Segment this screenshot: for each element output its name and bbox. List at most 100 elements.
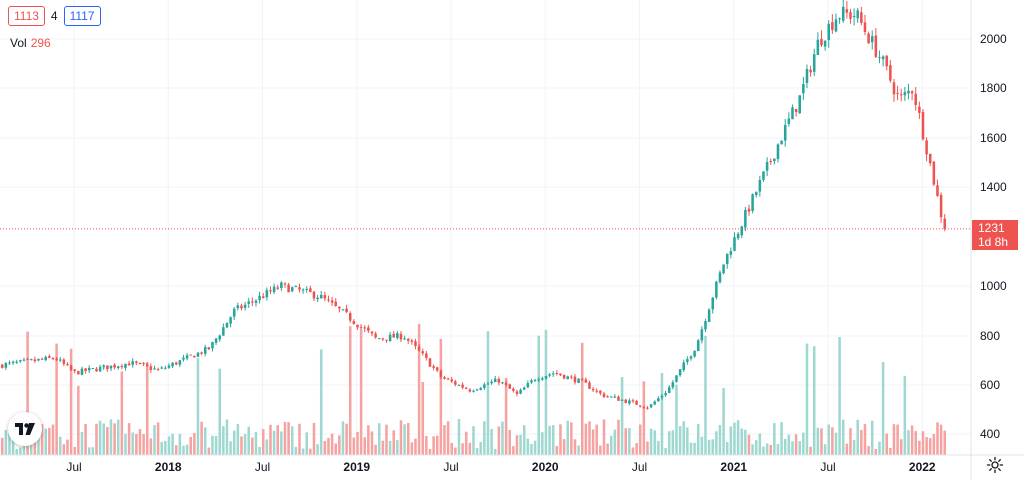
close-price-badge[interactable]: 1117	[63, 6, 101, 26]
volume-bar	[145, 362, 149, 455]
volume-bar	[936, 422, 939, 455]
candle-body	[715, 281, 718, 298]
candle-body	[200, 352, 203, 354]
time-tick-label: Jul	[443, 460, 458, 474]
candle-body	[225, 322, 229, 328]
candle-body	[878, 57, 881, 59]
candle-body	[359, 326, 363, 328]
candle-body	[417, 346, 421, 351]
candle-body	[410, 340, 414, 342]
candle-body	[649, 404, 653, 408]
candle-body	[613, 396, 617, 398]
candle-body	[91, 367, 95, 369]
candle-body	[802, 84, 805, 94]
candle-body	[667, 387, 671, 393]
candle-body	[544, 376, 548, 379]
candle-body	[377, 338, 381, 340]
candle-body	[240, 305, 243, 309]
candle-body	[805, 69, 809, 83]
volume-bar	[171, 433, 174, 455]
volume-bar	[461, 443, 464, 455]
volume-bar	[301, 448, 305, 455]
volume-bar	[352, 437, 356, 455]
candle-body	[780, 140, 783, 145]
volume-bar	[0, 437, 4, 455]
candle-body	[464, 387, 468, 389]
candle-body	[852, 15, 856, 17]
volume-bar	[765, 443, 769, 455]
volume-bar	[501, 421, 504, 455]
candle-body	[638, 405, 642, 407]
candle-body	[276, 287, 279, 289]
volume-bar	[794, 434, 798, 455]
volume-bar	[783, 438, 787, 455]
candle-body	[44, 356, 47, 361]
volume-bar	[446, 421, 450, 455]
candle-body	[606, 396, 609, 398]
volume-bar	[537, 335, 540, 455]
candle-body	[167, 365, 171, 368]
candle-layer	[0, 0, 946, 410]
volume-bar	[406, 423, 410, 455]
candle-body	[747, 208, 751, 212]
candle-body	[932, 161, 936, 185]
tradingview-logo-icon[interactable]	[8, 412, 42, 446]
volume-bar	[899, 439, 903, 455]
time-axis-labels[interactable]: Jul 2018 Jul 2019 Jul 2020 Jul 2021 Jul 2022	[66, 460, 936, 474]
candle-body	[533, 379, 537, 381]
candle-body	[388, 334, 392, 341]
time-tick-label: 2018	[155, 460, 182, 474]
volume-bar	[831, 427, 834, 455]
candle-body	[758, 180, 762, 192]
candle-body	[352, 320, 356, 324]
candle-body	[457, 384, 461, 386]
candle-body	[881, 56, 885, 60]
volume-bar	[421, 381, 424, 455]
price-tick-label: 1400	[980, 180, 1007, 194]
gear-icon[interactable]	[986, 456, 1004, 474]
candle-body	[149, 366, 153, 370]
candle-body	[178, 360, 182, 365]
volume-bar	[392, 430, 395, 455]
candle-body	[599, 390, 602, 394]
volume-bar	[820, 428, 823, 455]
volume-bar	[240, 436, 243, 455]
candle-body	[0, 364, 4, 368]
candle-body	[229, 317, 232, 324]
candle-body	[193, 355, 196, 358]
volume-bar	[834, 432, 838, 455]
time-tick-label: 2020	[532, 460, 559, 474]
volume-bar	[196, 358, 200, 455]
volume-bar	[113, 423, 116, 455]
candle-body	[896, 92, 899, 94]
candle-body	[116, 366, 120, 368]
price-axis-labels[interactable]: 400 600 800 1000 1400 1600 1800 2000	[980, 32, 1007, 441]
candle-body	[910, 91, 914, 94]
open-price-badge[interactable]: 1113	[8, 6, 45, 26]
candle-body	[254, 300, 258, 303]
volume-bar	[102, 423, 105, 455]
candle-body	[918, 106, 921, 113]
volume-bar	[254, 431, 258, 455]
volume-bar	[370, 431, 374, 455]
volume-bar	[758, 433, 762, 455]
candle-body	[838, 18, 841, 20]
volume-bar	[559, 424, 562, 455]
candle-body	[490, 381, 493, 384]
candle-body	[762, 171, 765, 180]
candle-body	[602, 393, 606, 397]
volume-bar	[551, 425, 555, 455]
candle-body	[751, 194, 754, 211]
candle-body	[776, 144, 780, 159]
volume-bar	[515, 435, 519, 455]
volume-bar	[149, 438, 153, 455]
candle-body	[823, 40, 827, 47]
volume-bar	[823, 444, 827, 455]
candle-body	[374, 333, 377, 338]
candle-body	[849, 12, 852, 19]
candle-body	[660, 395, 664, 398]
candle-body	[617, 396, 620, 401]
volume-bar	[863, 424, 867, 455]
